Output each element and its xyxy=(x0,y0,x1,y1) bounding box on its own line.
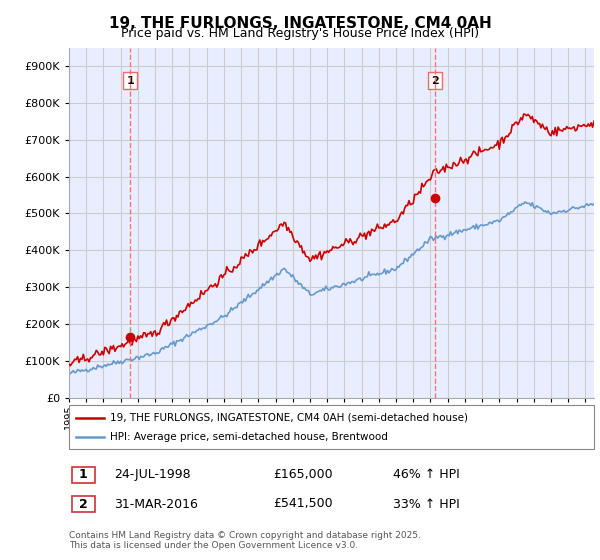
Text: 2: 2 xyxy=(431,76,439,86)
Text: Price paid vs. HM Land Registry's House Price Index (HPI): Price paid vs. HM Land Registry's House … xyxy=(121,27,479,40)
Text: 1: 1 xyxy=(79,468,88,482)
Text: 19, THE FURLONGS, INGATESTONE, CM4 0AH: 19, THE FURLONGS, INGATESTONE, CM4 0AH xyxy=(109,16,491,31)
Text: 31-MAR-2016: 31-MAR-2016 xyxy=(114,497,198,511)
Text: 1: 1 xyxy=(127,76,134,86)
Text: Contains HM Land Registry data © Crown copyright and database right 2025.
This d: Contains HM Land Registry data © Crown c… xyxy=(69,530,421,550)
Text: 33% ↑ HPI: 33% ↑ HPI xyxy=(393,497,460,511)
Text: 19, THE FURLONGS, INGATESTONE, CM4 0AH (semi-detached house): 19, THE FURLONGS, INGATESTONE, CM4 0AH (… xyxy=(110,413,468,423)
Text: £165,000: £165,000 xyxy=(273,468,332,482)
Text: 46% ↑ HPI: 46% ↑ HPI xyxy=(393,468,460,482)
Text: £541,500: £541,500 xyxy=(273,497,332,511)
Text: 24-JUL-1998: 24-JUL-1998 xyxy=(114,468,191,482)
Text: 2: 2 xyxy=(79,497,88,511)
Text: HPI: Average price, semi-detached house, Brentwood: HPI: Average price, semi-detached house,… xyxy=(110,432,388,442)
